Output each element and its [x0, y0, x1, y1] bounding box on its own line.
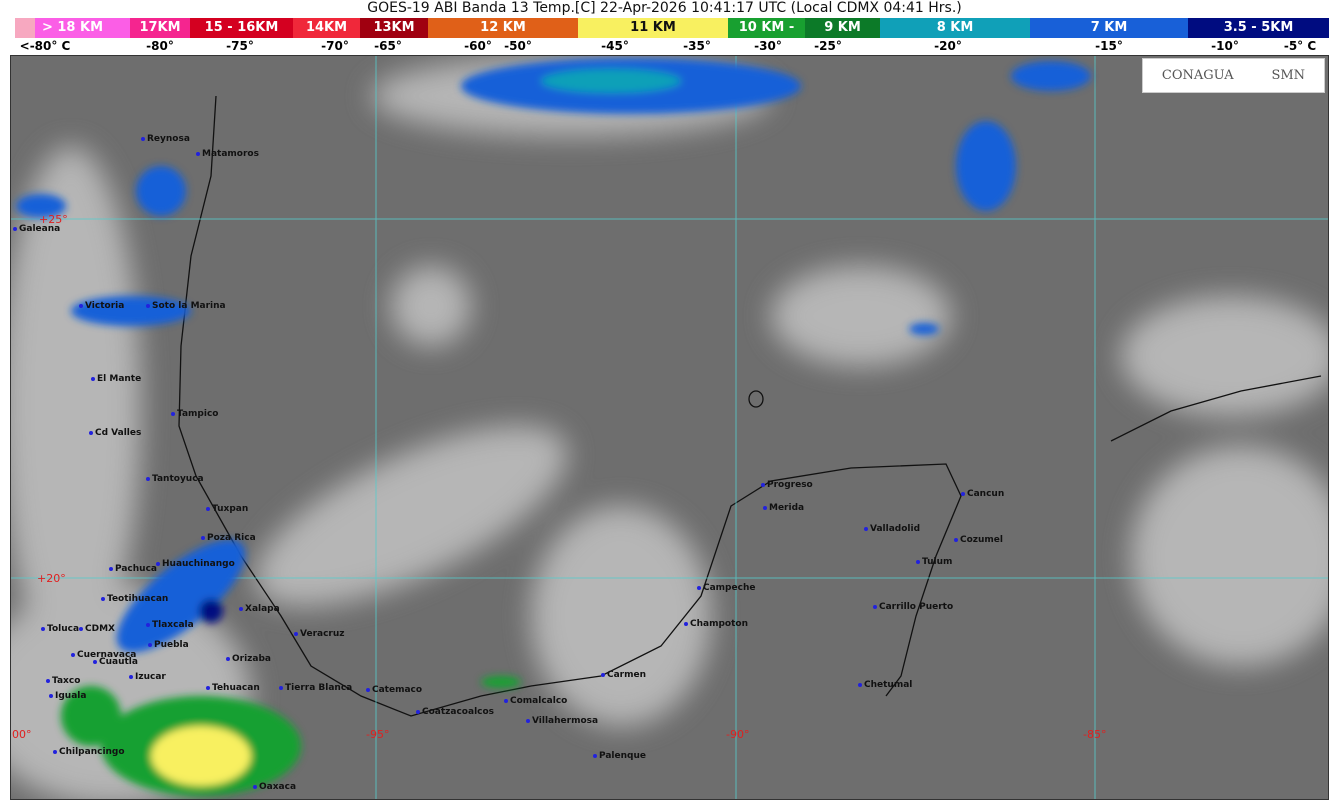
city-label: Tlaxcala	[146, 620, 194, 630]
temperature-label: -50°	[504, 39, 532, 53]
city-label: Palenque	[593, 751, 646, 761]
agency-logos: CONAGUA SMN	[1142, 58, 1325, 93]
legend-segment: 13KM	[360, 18, 428, 38]
cloud-layer	[11, 56, 1328, 799]
city-label: Carrillo Puerto	[873, 602, 953, 612]
legend-segment: 11 KM	[578, 18, 728, 38]
temperature-label: -75°	[226, 39, 254, 53]
city-label: Campeche	[697, 583, 755, 593]
satellite-map[interactable]: Reynosa Matamoros Galeana Victoria Soto la M…	[10, 55, 1329, 800]
city-label: Cuautla	[93, 657, 138, 667]
city-label: Galeana	[13, 224, 60, 234]
city-label: Catemaco	[366, 685, 422, 695]
city-label: Comalcalco	[504, 696, 567, 706]
temperature-label: <-80° C	[19, 39, 71, 53]
grid-label: -100°	[11, 728, 32, 741]
city-label: Tantoyuca	[146, 474, 204, 484]
temperature-scale: <-80° C -80° -75° -70° -65° -60° -50° -45° -35° -…	[0, 38, 1329, 54]
grid-label: -90°	[726, 728, 750, 741]
temperature-label: -30°	[754, 39, 782, 53]
coastline	[178, 95, 1322, 717]
legend-segment: 12 KM	[428, 18, 578, 38]
city-label: Coatzacoalcos	[416, 707, 494, 717]
city-label: Cozumel	[954, 535, 1003, 545]
city-label: Reynosa	[141, 134, 190, 144]
legend-segment: 17KM	[130, 18, 190, 38]
legend-segment: 9 KM	[805, 18, 880, 38]
city-label: Tulum	[916, 557, 952, 567]
image-title: GOES-19 ABI Banda 13 Temp.[C] 22-Apr-202…	[367, 0, 962, 16]
city-label: Soto la Marina	[146, 301, 226, 311]
temperature-label: -15°	[1095, 39, 1123, 53]
city-label: Izucar	[129, 672, 166, 682]
temperature-label: -65°	[374, 39, 402, 53]
city-label: Victoria	[79, 301, 124, 311]
city-label: Pachuca	[109, 564, 157, 574]
city-label: CDMX	[79, 624, 115, 634]
legend-segment: 15 - 16KM	[190, 18, 293, 38]
grid-label: +20°	[37, 572, 66, 585]
legend-segment: 14KM	[293, 18, 360, 38]
temperature-label: -70°	[321, 39, 349, 53]
city-label: Cuernavaca	[71, 650, 136, 660]
legend-segment: 10 KM -	[728, 18, 805, 38]
city-label: Cancun	[961, 489, 1004, 499]
color-legend: > 18 KM 17KM 15 - 16KM 14KM 13KM 12 KM 11 KM 10…	[15, 18, 1329, 38]
city-label: Orizaba	[226, 654, 271, 664]
city-label: Valladolid	[864, 524, 920, 534]
city-label: Oaxaca	[253, 782, 296, 792]
city-label: Progreso	[761, 480, 813, 490]
smn-logo: SMN	[1271, 68, 1306, 83]
temperature-label: -25°	[814, 39, 842, 53]
city-label: Tuxpan	[206, 504, 248, 514]
grid-label: -85°	[1083, 728, 1107, 741]
temperature-label: -45°	[601, 39, 629, 53]
legend-segment: > 18 KM	[15, 18, 130, 38]
city-label: Cd Valles	[89, 428, 141, 438]
city-label: Toluca	[41, 624, 79, 634]
city-label: Iguala	[49, 691, 86, 701]
city-label: Poza Rica	[201, 533, 256, 543]
city-label: Villahermosa	[526, 716, 598, 726]
city-label: Tierra Blanca	[279, 683, 352, 693]
temperature-label: -35°	[683, 39, 711, 53]
city-label: El Mante	[91, 374, 141, 384]
city-label: Champoton	[684, 619, 748, 629]
city-label: Veracruz	[294, 629, 345, 639]
legend-segment: 8 KM	[880, 18, 1030, 38]
temperature-label: -20°	[934, 39, 962, 53]
city-label: Matamoros	[196, 149, 259, 159]
city-label: Teotihuacan	[101, 594, 168, 604]
grid-label: +25°	[39, 213, 68, 226]
city-label: Tehuacan	[206, 683, 260, 693]
city-label: Carmen	[601, 670, 646, 680]
city-label: Huauchinango	[156, 559, 235, 569]
city-label: Xalapa	[239, 604, 280, 614]
temperature-label: -80°	[146, 39, 174, 53]
city-label: Puebla	[148, 640, 189, 650]
legend-segment: 7 KM	[1030, 18, 1188, 38]
city-label: Tampico	[171, 409, 218, 419]
city-label: Chilpancingo	[53, 747, 125, 757]
grid-label: -95°	[366, 728, 390, 741]
temperature-label: -60°	[464, 39, 492, 53]
temperature-label: -5° C	[1283, 39, 1317, 53]
city-label: Chetumal	[858, 680, 912, 690]
legend-segment: 3.5 - 5KM	[1188, 18, 1329, 38]
city-label: Taxco	[46, 676, 80, 686]
city-label: Merida	[763, 503, 804, 513]
conagua-logo: CONAGUA	[1161, 68, 1234, 83]
temperature-label: -10°	[1211, 39, 1239, 53]
